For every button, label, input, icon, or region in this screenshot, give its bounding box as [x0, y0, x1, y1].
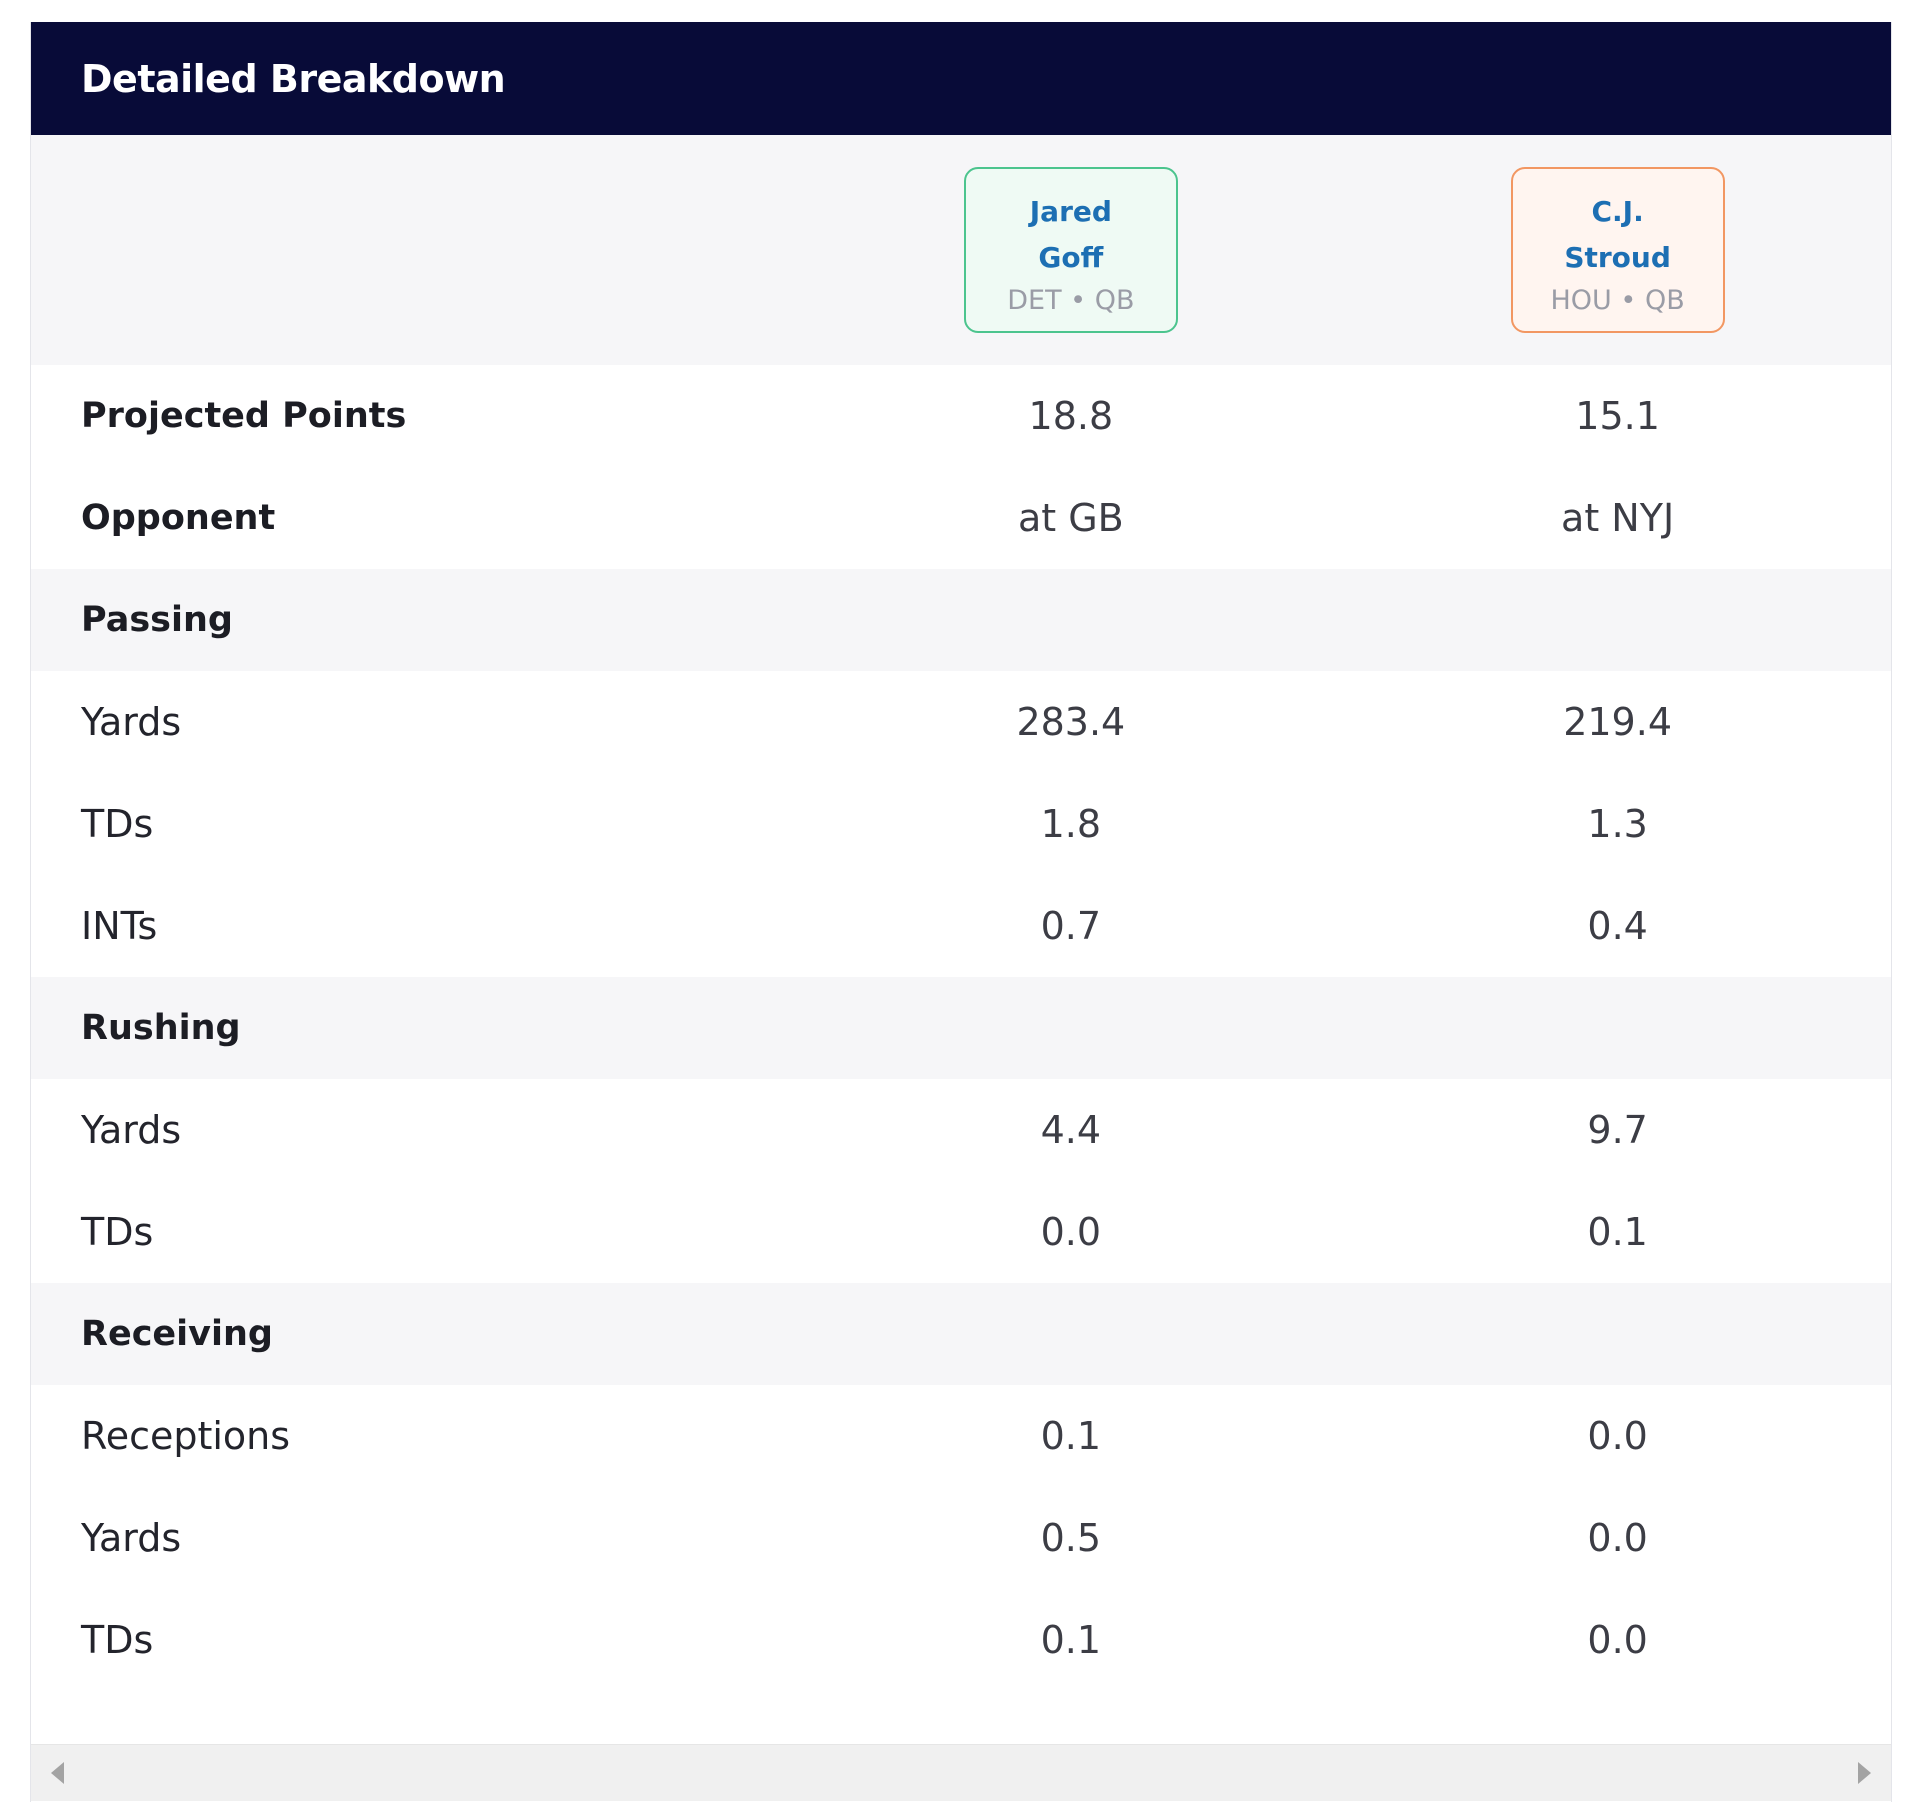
- player1-value: 0.1: [1040, 1414, 1102, 1458]
- player-card-stroud[interactable]: C.J. Stroud HOU • QB: [1510, 167, 1725, 333]
- table-row-receiving-yards: Yards 0.5 0.0: [31, 1487, 1891, 1589]
- breakdown-table: Jared Goff DET • QB C.J. Stroud HOU • QB…: [31, 135, 1891, 1743]
- card-title: Detailed Breakdown: [81, 56, 506, 101]
- section-header-receiving: Receiving: [31, 1283, 1891, 1385]
- player2-value: 0.0: [1587, 1414, 1648, 1458]
- player-team-position: DET • QB: [1007, 285, 1135, 316]
- scroll-left-arrow-icon[interactable]: [51, 1762, 64, 1784]
- player2-value: 0.0: [1587, 1516, 1648, 1560]
- horizontal-scrollbar[interactable]: [31, 1744, 1891, 1801]
- player1-value: 4.4: [1040, 1108, 1102, 1152]
- player2-value: 1.3: [1587, 802, 1648, 846]
- row-label: Projected Points: [81, 396, 407, 436]
- player1-value: 0.0: [1040, 1210, 1102, 1254]
- section-title: Rushing: [31, 977, 798, 1079]
- player1-value: 0.5: [1040, 1516, 1102, 1560]
- player2-value: 0.4: [1587, 904, 1648, 948]
- table-row-rushing-tds: TDs 0.0 0.1: [31, 1181, 1891, 1283]
- table-row-passing-yards: Yards 283.4 219.4: [31, 671, 1891, 773]
- section-title: Receiving: [31, 1283, 798, 1385]
- table-row-opponent: Opponent at GB at NYJ: [31, 467, 1891, 569]
- player2-value: 0.1: [1587, 1210, 1648, 1254]
- section-header-rushing: Rushing: [31, 977, 1891, 1079]
- row-label: Receptions: [81, 1414, 291, 1458]
- card-header: Detailed Breakdown: [31, 22, 1891, 135]
- row-label: INTs: [81, 904, 158, 948]
- row-label: Opponent: [81, 498, 276, 538]
- player1-value: 1.8: [1040, 802, 1102, 846]
- table-row-receptions: Receptions 0.1 0.0: [31, 1385, 1891, 1487]
- player2-value: 15.1: [1575, 394, 1660, 438]
- table-row-passing-ints: INTs 0.7 0.4: [31, 875, 1891, 977]
- row-label: Yards: [81, 1108, 182, 1152]
- scroll-right-arrow-icon[interactable]: [1858, 1762, 1871, 1784]
- player-header-row: Jared Goff DET • QB C.J. Stroud HOU • QB: [31, 135, 1891, 365]
- player1-value: 283.4: [1016, 700, 1126, 744]
- player2-value: at NYJ: [1561, 496, 1675, 540]
- section-title: Passing: [31, 569, 798, 671]
- row-label: TDs: [81, 1210, 154, 1254]
- player1-value: at GB: [1017, 496, 1124, 540]
- row-label: Yards: [81, 1516, 182, 1560]
- player2-value: 219.4: [1563, 700, 1672, 744]
- row-label: Yards: [81, 700, 182, 744]
- player-name: C.J. Stroud: [1564, 195, 1671, 274]
- table-row-projected-points: Projected Points 18.8 15.1: [31, 365, 1891, 467]
- table-row-rushing-yards: Yards 4.4 9.7: [31, 1079, 1891, 1181]
- player-name: Jared Goff: [1029, 195, 1112, 274]
- player2-value: 0.0: [1587, 1618, 1648, 1662]
- table-row-passing-tds: TDs 1.8 1.3: [31, 773, 1891, 875]
- player2-value: 9.7: [1587, 1108, 1648, 1152]
- header-empty-cell: [31, 135, 798, 365]
- row-label: TDs: [81, 1618, 154, 1662]
- breakdown-card: Detailed Breakdown Jared Goff DET • QB C…: [30, 22, 1892, 1802]
- table-row-receiving-tds: TDs 0.1 0.0: [31, 1589, 1891, 1691]
- player-card-goff[interactable]: Jared Goff DET • QB: [963, 167, 1178, 333]
- player1-value: 0.7: [1040, 904, 1102, 948]
- row-label: TDs: [81, 802, 154, 846]
- player-team-position: HOU • QB: [1550, 285, 1685, 316]
- player1-value: 18.8: [1028, 394, 1114, 438]
- section-header-passing: Passing: [31, 569, 1891, 671]
- player1-value: 0.1: [1040, 1618, 1102, 1662]
